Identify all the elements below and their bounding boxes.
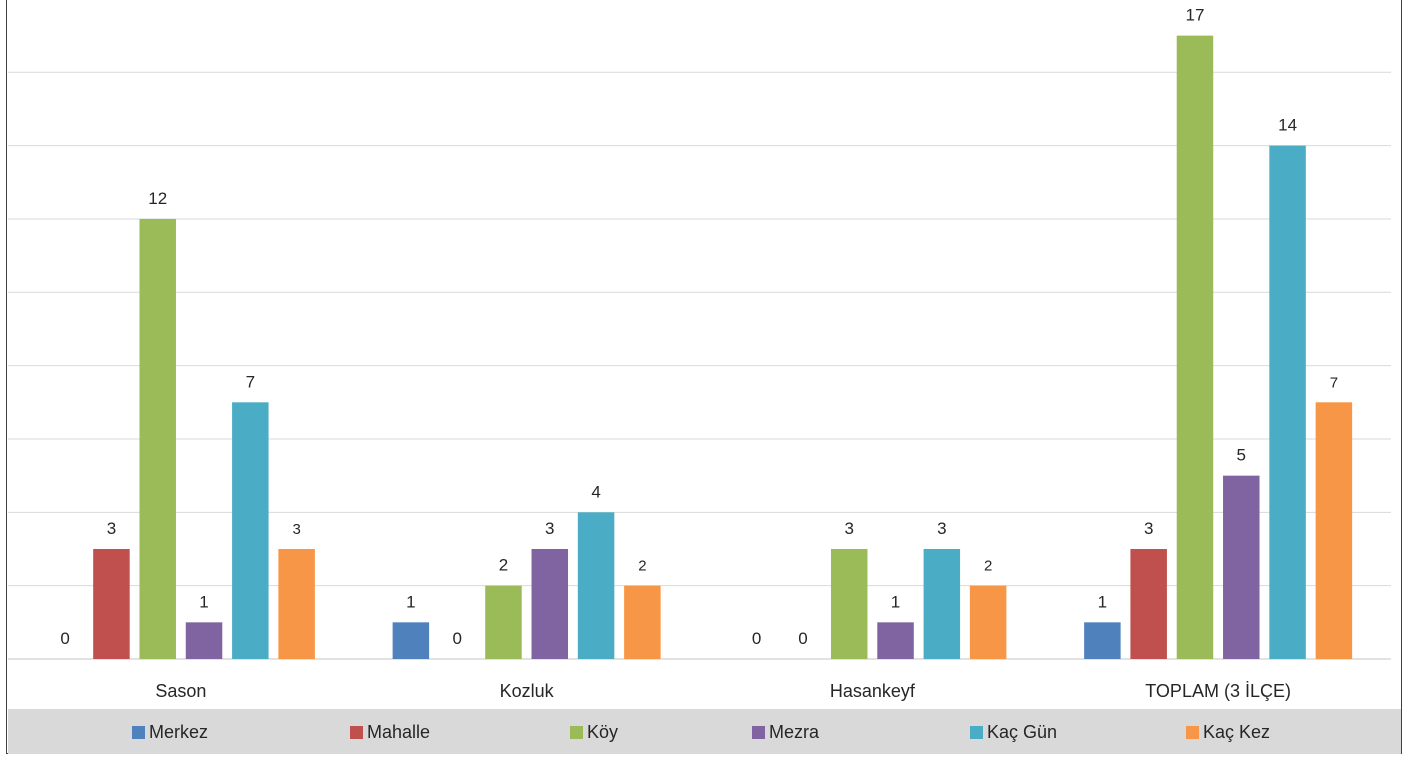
legend-item: Kaç Kez [1186,721,1270,743]
legend-label: Merkez [149,721,209,742]
legend-label: Kaç Kez [1203,721,1271,742]
bar [139,218,176,659]
legend-swatch [132,725,145,739]
bar [1269,145,1306,659]
data-label: 3 [844,519,853,538]
category-label: Kozluk [500,681,555,701]
bar [624,585,661,659]
legend-item: Mezra [752,721,819,743]
data-label: 0 [752,629,761,648]
data-label: 2 [984,558,992,575]
legend-item: Köy [570,721,618,743]
legend-item: Kaç Gün [970,721,1057,743]
data-label: 3 [545,519,554,538]
data-label: 7 [1330,374,1338,391]
bars [93,35,1353,660]
category-labels: Sason Kozluk Hasankeyf TOPLAM (3 İLÇE) [155,681,1291,701]
data-label: 3 [1144,519,1153,538]
data-label: 2 [499,556,508,575]
bar [830,548,868,659]
legend-swatch [752,725,765,739]
data-label: 4 [591,482,600,501]
legend-label: Köy [587,721,619,742]
data-label: 3 [292,521,300,538]
bar [577,512,615,659]
bar [485,585,522,659]
data-label: 1 [1098,592,1107,611]
data-label: 3 [937,519,946,538]
legend-swatch [350,725,363,739]
data-label: 5 [1237,446,1246,465]
legend-swatch [1186,725,1199,739]
data-label: 2 [638,558,646,575]
data-label: 14 [1278,116,1297,135]
bar [877,622,914,659]
data-label: 12 [148,189,167,208]
legend-label: Mezra [769,721,820,742]
legend-label: Kaç Gün [987,721,1058,742]
bar [232,402,269,659]
bar [923,548,961,659]
category-label: Hasankeyf [830,681,916,701]
legend-swatch [570,725,583,739]
legend-item: Mahalle [350,721,430,743]
bar [93,548,130,659]
bar [1176,35,1214,660]
data-label: 7 [246,372,255,391]
bar [1315,402,1353,659]
bar [185,622,223,659]
bar [392,622,430,659]
bar [969,585,1007,659]
legend-label: Mahalle [367,721,431,742]
data-label: 17 [1186,6,1205,25]
category-label: Sason [155,681,206,701]
bar [531,548,569,659]
category-label: TOPLAM (3 İLÇE) [1145,681,1291,701]
legend: Merkez Mahalle Köy Mezra Kaç Gün Kaç Kez [8,709,1401,754]
data-label: 3 [107,519,116,538]
bar [1223,475,1260,659]
bar [278,548,315,659]
data-label: 1 [406,592,415,611]
data-label: 1 [891,592,900,611]
bar [1084,622,1121,659]
data-label: 0 [452,629,461,648]
legend-swatch [970,725,983,739]
legend-item: Merkez [132,721,208,743]
data-label: 1 [199,592,208,611]
bar [1130,548,1167,659]
data-label: 0 [60,629,69,648]
data-label: 0 [798,629,807,648]
